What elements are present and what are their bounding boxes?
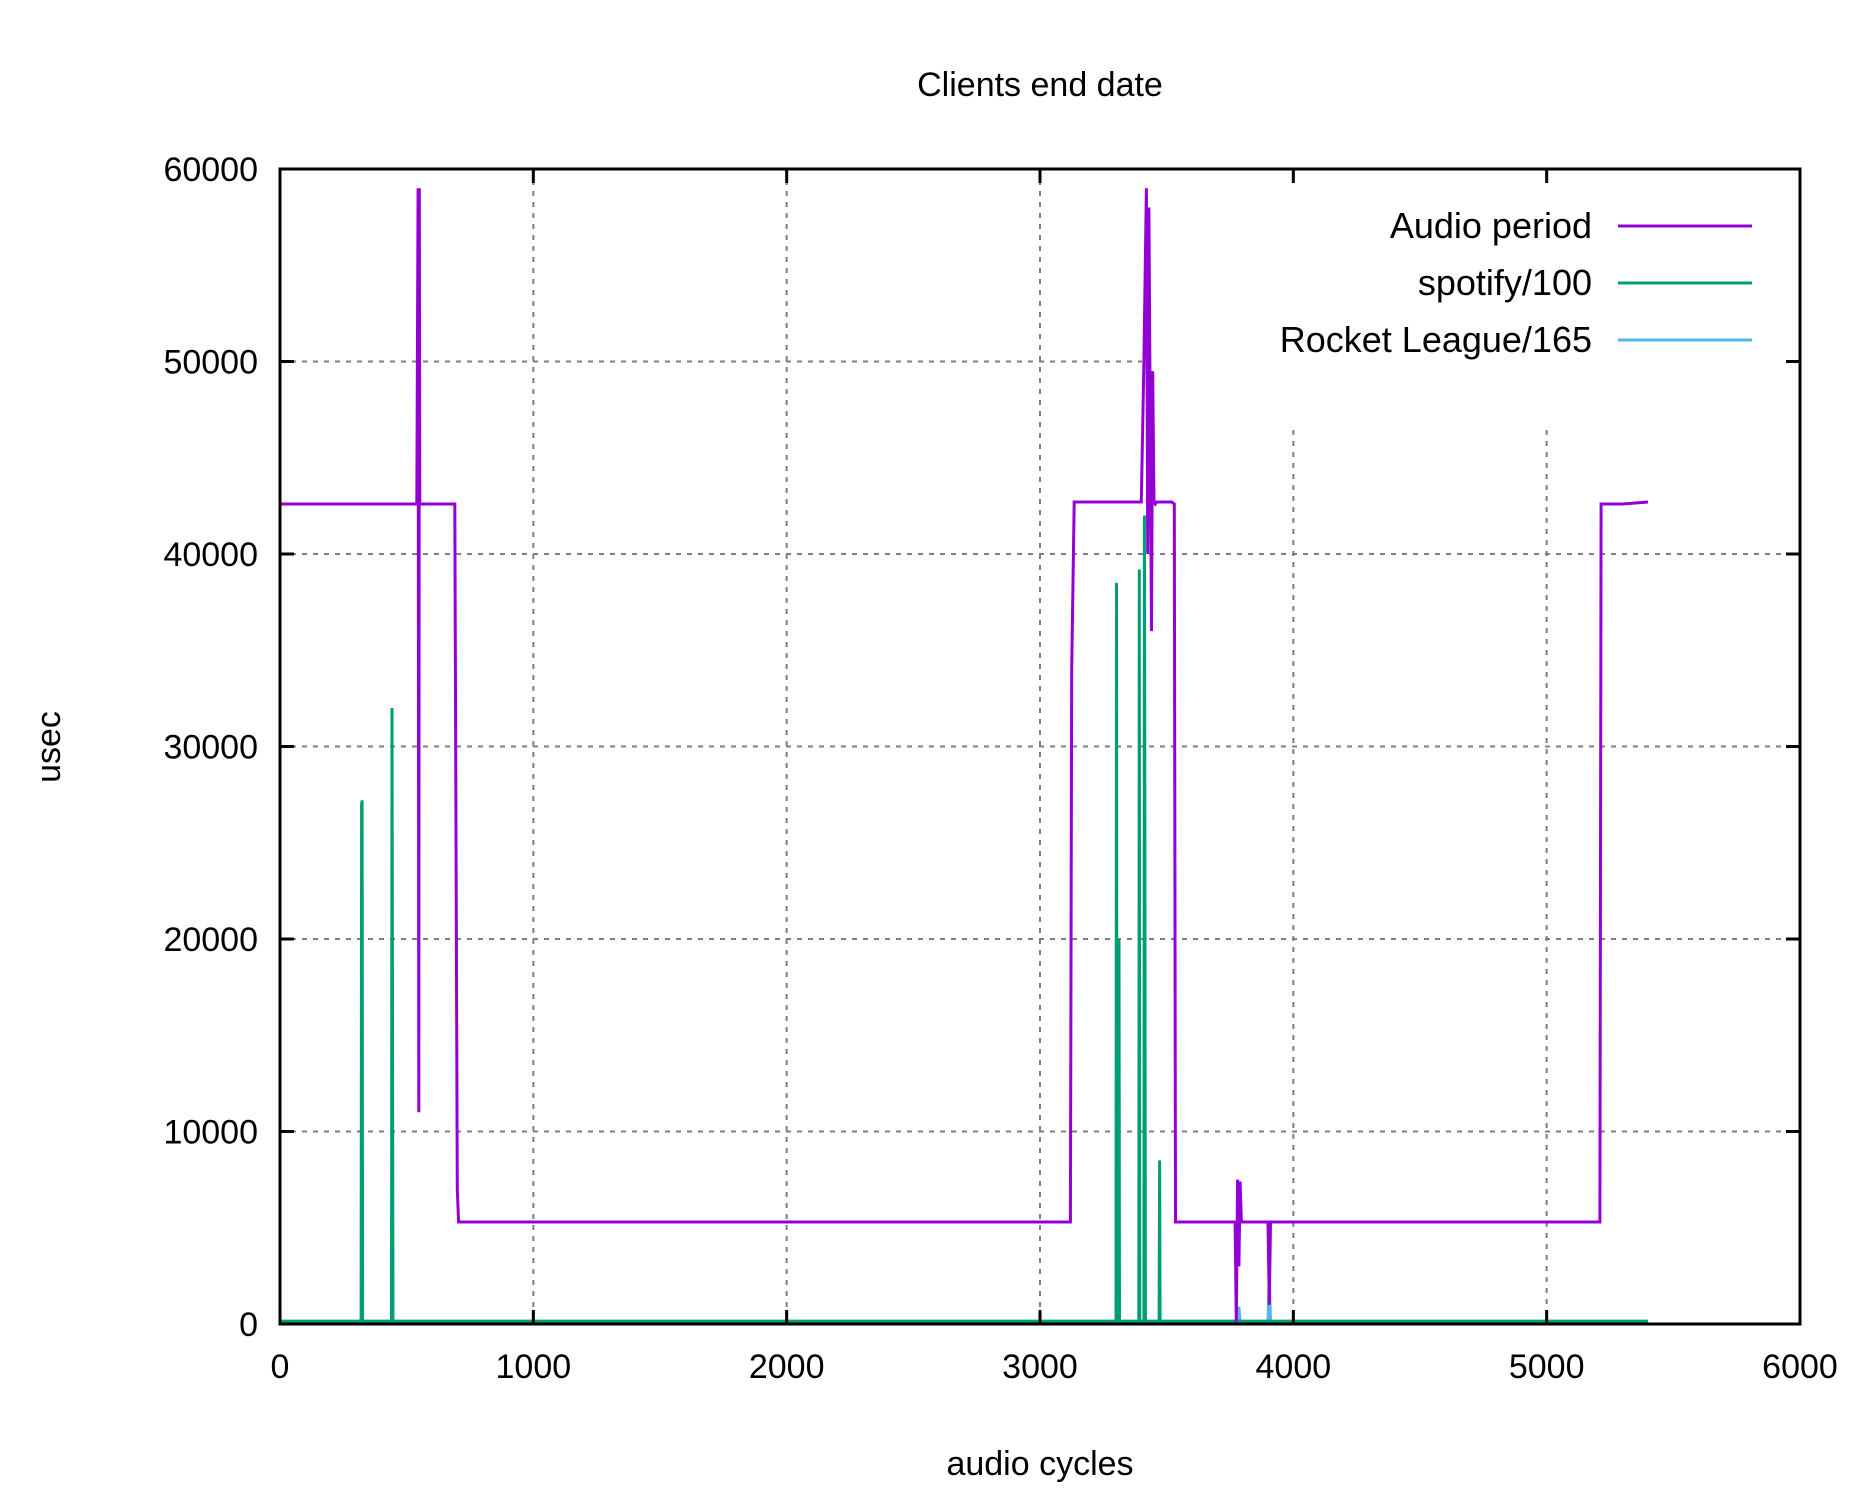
- axis-ticks: [278, 167, 1802, 1326]
- series-line-spotify-100: [280, 515, 1648, 1323]
- x-tick-label: 6000: [1762, 1348, 1838, 1386]
- legend-label-spotify-100: spotify/100: [1418, 262, 1592, 303]
- y-tick-label: 40000: [163, 536, 258, 574]
- y-tick-label: 60000: [163, 151, 258, 189]
- y-tick-label: 10000: [163, 1114, 258, 1152]
- series-line-audio-period: [280, 188, 1649, 1325]
- legend: Audio period spotify/100 Rocket League/165: [1280, 205, 1752, 360]
- x-tick-label: 1000: [496, 1348, 572, 1386]
- y-tick-label: 20000: [163, 921, 258, 959]
- grid-lines: [280, 169, 1800, 1324]
- tick-labels: 0 1000 2000 3000 4000 5000 6000010000200003000…: [163, 151, 1837, 1386]
- x-tick-label: 5000: [1509, 1348, 1585, 1386]
- y-tick-label: 50000: [163, 344, 258, 382]
- x-axis-label: audio cycles: [946, 1445, 1133, 1483]
- y-tick-label: 0: [239, 1306, 258, 1344]
- y-tick-label: 30000: [163, 729, 258, 767]
- chart-title: Clients end date: [917, 66, 1163, 104]
- legend-label-rocket-league-165: Rocket League/165: [1280, 319, 1592, 360]
- x-tick-label: 4000: [1256, 1348, 1332, 1386]
- x-tick-label: 2000: [749, 1348, 825, 1386]
- series-layer: [280, 188, 1649, 1325]
- y-axis-label: usec: [30, 711, 68, 783]
- x-tick-label: 0: [271, 1348, 290, 1386]
- legend-label-audio-period: Audio period: [1390, 205, 1592, 246]
- x-tick-label: 3000: [1002, 1348, 1078, 1386]
